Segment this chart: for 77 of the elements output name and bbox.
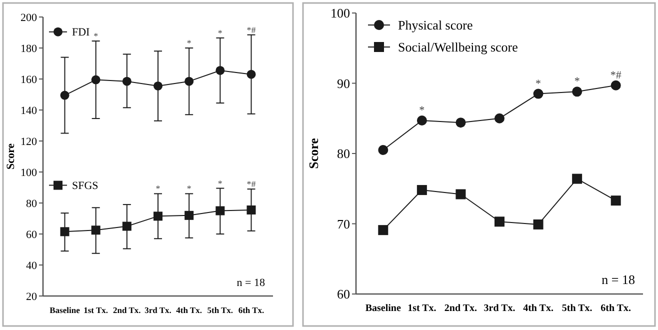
y-tick-label: 100	[20, 166, 38, 179]
point	[378, 144, 388, 155]
point	[122, 76, 132, 86]
y-tick-label: 140	[20, 104, 38, 117]
annotation: *	[218, 178, 223, 188]
y-tick-label: 180	[20, 42, 38, 55]
x-tick-label: Baseline	[50, 305, 80, 315]
point	[184, 76, 194, 86]
point	[91, 226, 100, 235]
x-tick-label: 5th Tx.	[562, 303, 593, 314]
x-tick-label: 5th Tx.	[207, 305, 234, 315]
annotation: *	[419, 104, 425, 116]
y-tick-label: 160	[20, 74, 38, 86]
annotation: *	[536, 78, 542, 90]
point	[610, 80, 621, 90]
annotation: *#	[246, 179, 256, 190]
x-tick-label: 1st Tx.	[84, 305, 108, 315]
y-tick-label: 90	[337, 76, 350, 91]
x-tick-label: 6th Tx.	[600, 303, 632, 314]
x-tick-label: Baseline	[365, 303, 402, 314]
point	[533, 219, 544, 230]
x-tick-label: 6th Tx.	[238, 305, 264, 315]
y-tick-label: 120	[20, 136, 38, 148]
point	[416, 115, 427, 126]
annotation: n = 18	[602, 272, 635, 287]
point	[60, 227, 70, 236]
point	[416, 185, 427, 196]
legend-label: SFGS	[72, 180, 98, 192]
y-tick-label: 40	[26, 260, 38, 272]
annotation: *#	[246, 24, 256, 35]
point	[216, 206, 225, 216]
point	[572, 86, 582, 97]
legend-label: FDI	[72, 26, 90, 39]
y-tick-label: 20	[26, 290, 38, 303]
annotation: *	[186, 184, 192, 194]
point	[494, 113, 504, 124]
point	[610, 196, 621, 206]
y-tick-label: 200	[20, 12, 38, 24]
point	[572, 174, 582, 184]
annotation: n = 18	[236, 277, 266, 289]
x-tick-label: 1st Tx.	[408, 303, 437, 314]
annotation: *	[218, 28, 223, 38]
y-tick-label: 70	[337, 216, 350, 232]
point	[91, 75, 100, 84]
x-tick-label: 2nd Tx.	[444, 303, 478, 314]
point	[122, 222, 132, 231]
annotation: *	[94, 31, 99, 42]
y-tick-label: 80	[26, 198, 38, 210]
y-tick-label: 60	[337, 286, 350, 302]
x-tick-label: 2nd Tx.	[113, 305, 141, 315]
x-tick-label: 4th Tx.	[523, 303, 554, 314]
point	[246, 70, 256, 79]
annotation: *	[156, 184, 161, 194]
point	[60, 90, 70, 100]
point	[456, 189, 466, 200]
x-tick-label: 3rd Tx.	[484, 303, 516, 314]
point	[154, 81, 162, 90]
x-tick-label: 4th Tx.	[176, 305, 202, 315]
point	[494, 216, 504, 227]
point	[533, 88, 544, 99]
point	[154, 212, 162, 221]
point	[184, 210, 194, 220]
y-tick-label: 60	[26, 228, 38, 241]
legend-label: Physical score	[398, 18, 473, 33]
point	[378, 225, 388, 236]
legend-label: Social/Wellbeing score	[398, 40, 518, 55]
point	[246, 205, 256, 214]
annotation: *#	[610, 69, 622, 82]
y-tick-label: 100	[330, 6, 350, 21]
point	[216, 66, 225, 75]
annotation: *	[186, 38, 192, 48]
x-tick-label: 3rd Tx.	[144, 305, 172, 315]
annotation: *	[574, 76, 580, 88]
y-axis-title: Score	[306, 138, 321, 169]
y-tick-label: 80	[337, 146, 350, 162]
y-axis-title: Score	[5, 143, 17, 170]
point	[456, 118, 466, 128]
